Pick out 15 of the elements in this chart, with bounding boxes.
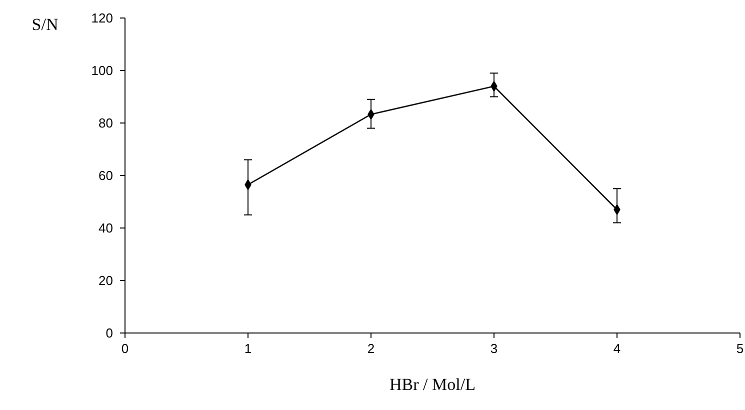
x-tick-label: 2 [367,341,375,356]
y-tick-label: 40 [98,220,113,236]
y-tick-label: 100 [91,63,113,78]
y-tick-label: 60 [98,168,113,183]
y-tick-label: 120 [91,10,113,26]
y-tick-label: 20 [98,273,113,288]
x-tick-label: 1 [244,341,252,356]
x-tick-label: 0 [121,341,129,356]
y-tick-label: 0 [106,326,113,340]
x-tick-label: 4 [613,341,621,356]
y-tick-label: 80 [98,116,113,130]
x-axis-title: HBr / Mol/L [390,375,476,394]
x-tick-label: 3 [490,341,498,356]
y-axis-title: S/N [32,15,58,34]
x-tick-label: 5 [736,341,744,356]
